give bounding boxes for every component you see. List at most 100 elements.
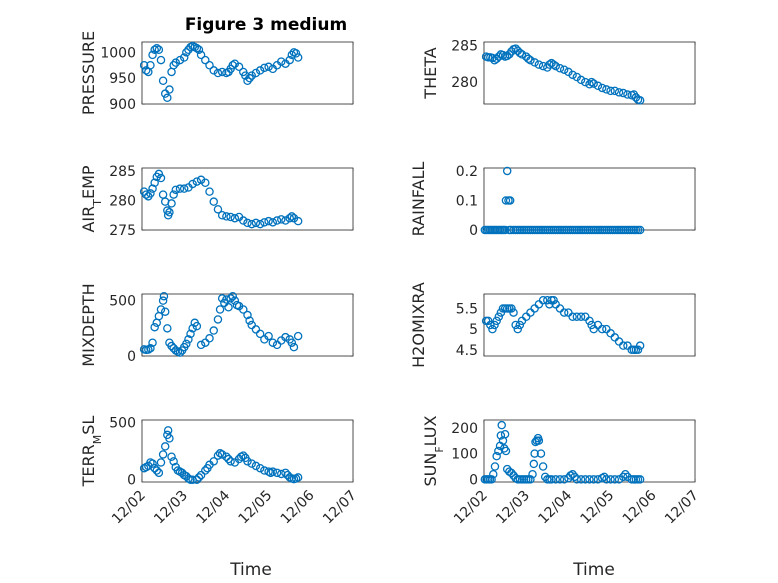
x-tick-label: 12/06	[278, 487, 318, 527]
data-point	[150, 178, 159, 188]
data-point	[293, 331, 303, 341]
data-point	[150, 45, 159, 55]
data-point	[186, 329, 195, 339]
data-point	[192, 177, 202, 186]
x-tick-label: 12/03	[151, 488, 191, 528]
y-tick-label: 500	[109, 415, 136, 431]
data-point	[534, 436, 544, 445]
data-point	[293, 216, 303, 226]
x-axis-label-left: Time	[229, 560, 272, 580]
figure-title: Figure 3 medium	[185, 15, 347, 35]
data-point	[163, 93, 172, 103]
data-point	[205, 61, 214, 70]
data-point	[251, 461, 261, 471]
x-tick-label: 12/02	[451, 488, 491, 528]
data-point	[222, 212, 231, 221]
data-point	[160, 307, 170, 316]
data-point	[285, 213, 294, 223]
data-point	[192, 475, 202, 484]
data-point	[196, 50, 206, 60]
data-point	[500, 225, 510, 235]
data-point	[614, 88, 624, 97]
data-point	[247, 219, 256, 229]
data-point	[192, 321, 202, 331]
data-point	[515, 48, 525, 58]
data-point	[496, 431, 506, 440]
data-point	[255, 219, 265, 229]
data-point	[192, 43, 202, 53]
data-point	[635, 341, 645, 350]
data-point	[247, 320, 256, 330]
data-point	[158, 450, 168, 459]
data-point	[507, 304, 516, 313]
data-point	[150, 463, 159, 473]
data-point	[215, 305, 225, 314]
data-point	[606, 86, 615, 96]
data-point	[589, 79, 598, 88]
data-point	[551, 61, 560, 71]
data-point	[222, 452, 231, 461]
data-point	[549, 60, 558, 69]
data-point	[264, 216, 273, 226]
subplot-theta: 280 285 THETA	[421, 39, 696, 105]
data-point	[158, 76, 168, 86]
data-point	[489, 469, 498, 479]
data-point	[568, 312, 577, 321]
y-axis-label-subscript: M	[91, 435, 104, 445]
data-point	[498, 50, 508, 60]
subplot-h2omixra: 4.5 5 5.5 H2OMIXRA	[409, 282, 696, 368]
data-point	[529, 459, 539, 469]
y-axis-label-rest: LUX	[421, 415, 440, 446]
data-point	[289, 342, 299, 352]
data-point	[217, 450, 227, 459]
data-point	[490, 462, 500, 471]
data-point	[635, 225, 645, 235]
data-point	[281, 216, 290, 225]
data-point	[277, 57, 286, 66]
data-point	[245, 316, 254, 325]
data-point	[171, 58, 181, 67]
data-point	[264, 331, 273, 341]
data-point	[148, 338, 157, 347]
data-point	[572, 312, 582, 321]
y-tick-label: 280	[109, 193, 136, 209]
y-axis-label: SUNFLUX	[421, 415, 446, 486]
data-point	[585, 80, 594, 89]
y-tick-label: 1000	[100, 45, 136, 61]
x-tick-label: 12/04	[535, 487, 575, 527]
y-tick-label: 0.1	[456, 193, 478, 209]
y-axis-label: AIRTEMP	[79, 165, 104, 232]
data-point	[175, 348, 185, 357]
data-point	[224, 303, 233, 312]
data-point	[576, 312, 586, 321]
data-point	[196, 470, 206, 480]
data-point	[501, 446, 511, 456]
data-point	[224, 454, 233, 464]
data-point	[513, 324, 523, 334]
data-point	[494, 52, 504, 61]
data-point	[226, 294, 235, 303]
data-point	[144, 345, 153, 354]
y-tick-label: 285	[109, 164, 136, 180]
data-point	[277, 215, 286, 224]
y-tick-label: 100	[451, 447, 478, 463]
data-point	[230, 296, 240, 305]
data-point	[243, 310, 252, 320]
data-point	[163, 324, 172, 333]
data-point	[148, 459, 157, 468]
data-point	[167, 199, 176, 208]
data-point	[148, 184, 157, 193]
data-point	[291, 49, 301, 58]
subplot-air_temp: 275 280 285 AIRTEMP	[79, 164, 354, 239]
data-point	[494, 312, 504, 321]
data-point	[555, 475, 565, 484]
data-point	[528, 469, 537, 479]
data-point	[511, 320, 520, 330]
data-point	[534, 60, 544, 69]
data-point	[602, 475, 611, 484]
data-point	[156, 458, 166, 467]
data-point	[633, 345, 643, 355]
data-point	[614, 475, 624, 484]
data-point	[576, 75, 586, 85]
data-point	[536, 449, 546, 458]
